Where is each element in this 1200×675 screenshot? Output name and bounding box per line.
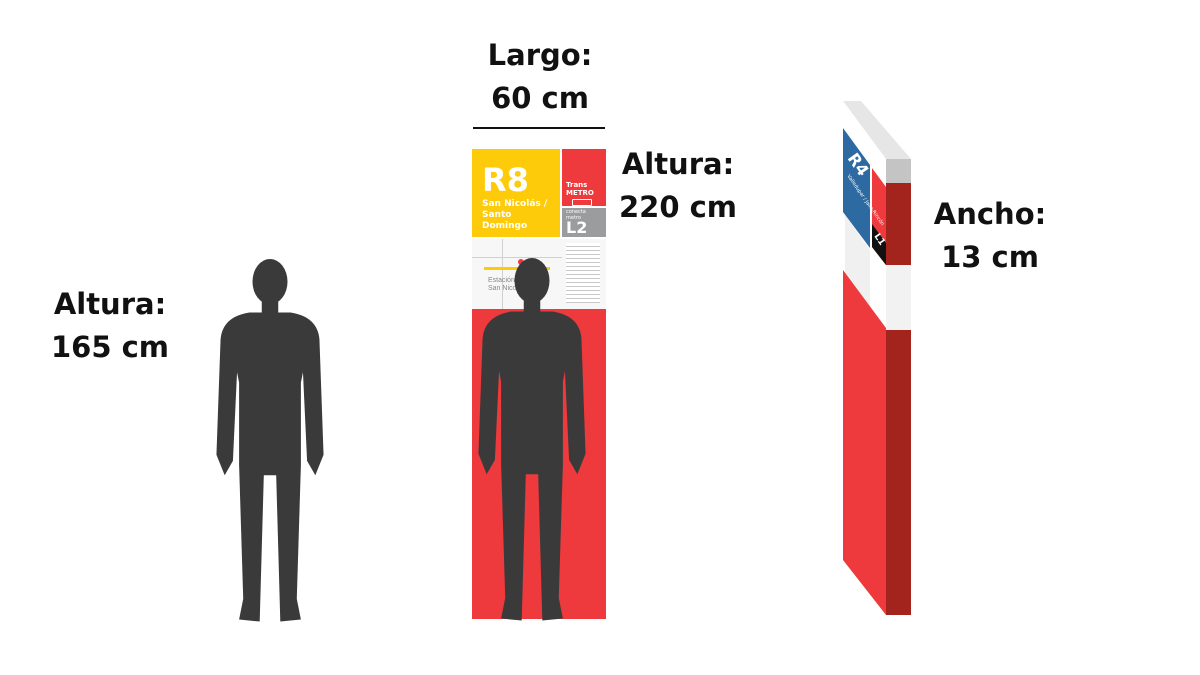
side-totem-black-panel: [872, 224, 886, 265]
route-name-line1: San Nicolás /: [482, 199, 548, 209]
side-totem-top-face: [843, 101, 911, 159]
person-silhouette: [216, 259, 324, 622]
totem-height-title: Altura:: [621, 147, 735, 181]
side-totem-side-top: [886, 159, 911, 183]
route-name-line2: Santo: [482, 210, 512, 220]
side-totem-side-red: [886, 183, 911, 265]
route-code: R8: [482, 161, 529, 199]
side-totem-side-white: [886, 265, 911, 330]
side-totem-front-base: [843, 270, 886, 615]
route-name-line3: Domingo: [482, 221, 528, 231]
brand-line1: Trans: [566, 181, 588, 189]
map-route-line: [484, 267, 550, 270]
map-station-label: Estación San Nicolás: [488, 277, 525, 293]
connect-line1: conecta: [566, 209, 586, 215]
ancho-title: Ancho:: [933, 197, 1047, 231]
bus-icon: [572, 199, 592, 206]
brand-name: Trans METRO: [566, 181, 594, 197]
largo-dimension-line: [473, 127, 605, 129]
brand-panel: Trans METRO: [562, 149, 606, 206]
largo-label: Largo: 60 cm: [460, 34, 620, 120]
route-name: San Nicolás / Santo Domingo: [482, 199, 547, 232]
largo-title: Largo:: [487, 38, 593, 72]
totem-height-value: 220 cm: [618, 190, 738, 224]
map-station-line2: San Nicolás: [488, 285, 526, 292]
brand-line2: METRO: [566, 189, 594, 197]
connect-text: conecta metro: [566, 209, 586, 221]
person-silhouette-overlay: [478, 258, 586, 621]
largo-value: 60 cm: [491, 81, 589, 115]
totem-height-label: Altura: 220 cm: [608, 143, 748, 229]
person-height-title: Altura:: [53, 287, 167, 321]
person-height-label: Altura: 165 cm: [40, 283, 180, 369]
metro-line-code: L2: [566, 218, 588, 237]
map-station-line1: Estación: [488, 277, 515, 284]
connect-line2: metro: [566, 215, 581, 221]
side-totem-side-base: [886, 330, 911, 615]
map-stop-marker: [518, 259, 524, 265]
ancho-value: 13 cm: [941, 240, 1039, 274]
person-height-value: 165 cm: [50, 330, 170, 364]
ancho-label: Ancho: 13 cm: [920, 193, 1060, 279]
metro-panel: conecta metro L2: [562, 208, 606, 237]
side-totem-map: [845, 215, 870, 310]
side-totem-blue-panel: [843, 128, 870, 248]
route-panel: R8 San Nicolás / Santo Domingo: [472, 149, 560, 237]
map-road: [472, 257, 562, 258]
map-road: [502, 239, 503, 309]
map-info-lines: [566, 243, 600, 303]
